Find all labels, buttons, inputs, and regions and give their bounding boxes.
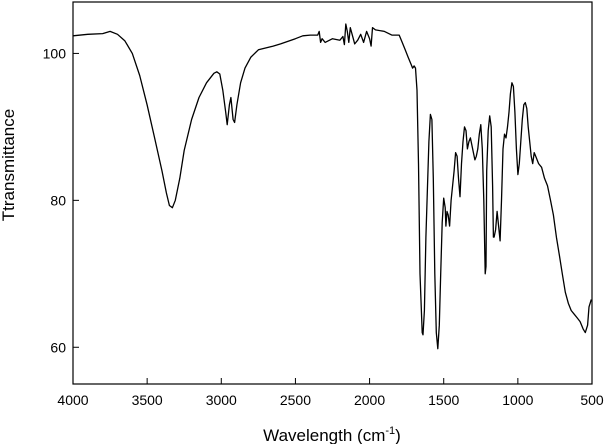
y-tick-label: 60: [50, 339, 66, 355]
plot-area-border: [72, 1, 593, 385]
x-tick-label: 3000: [206, 392, 237, 408]
y-tick-label: 80: [50, 192, 66, 208]
x-axis: 4000 3500 3000 2500 2000 1500 1000 500: [57, 378, 604, 408]
x-axis-title: Wavelength (cm-1): [263, 425, 401, 444]
y-tick-label: 100: [43, 45, 67, 61]
x-tick-label: 3500: [132, 392, 163, 408]
x-tick-label: 2500: [280, 392, 311, 408]
x-tick-label: 4000: [57, 392, 88, 408]
x-tick-label: 1000: [502, 392, 533, 408]
y-axis: 60 80 100: [43, 45, 79, 355]
transmittance-series-line: [72, 23, 592, 350]
y-axis-title: Ttransmittance: [0, 109, 18, 221]
plot-frame: [72, 1, 593, 385]
x-tick-label: 500: [580, 392, 604, 408]
x-tick-label: 2000: [354, 392, 385, 408]
x-tick-label: 1500: [428, 392, 459, 408]
